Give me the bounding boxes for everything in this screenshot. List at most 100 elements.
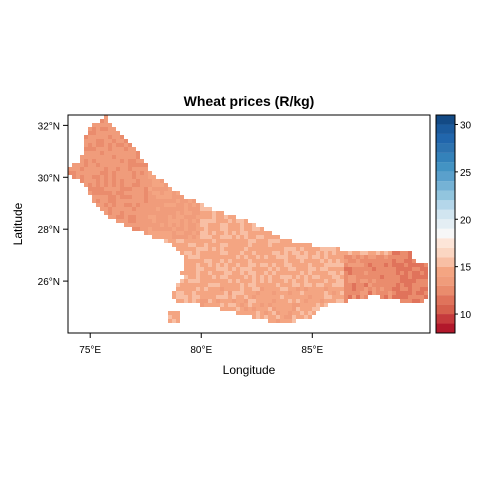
raster-cell	[188, 299, 192, 303]
raster-cell	[308, 315, 312, 319]
raster-cell	[416, 283, 420, 287]
raster-cell	[268, 315, 272, 319]
raster-cell	[160, 191, 164, 195]
raster-cell	[256, 295, 260, 299]
raster-cell	[124, 147, 128, 151]
legend-swatch	[436, 276, 455, 286]
raster-cell	[328, 275, 332, 279]
raster-cell	[168, 199, 172, 203]
raster-cell	[228, 251, 232, 255]
raster-cell	[176, 219, 180, 223]
raster-cell	[104, 203, 108, 207]
raster-cell	[312, 251, 316, 255]
raster-cell	[112, 179, 116, 183]
raster-cell	[232, 239, 236, 243]
raster-cell	[408, 263, 412, 267]
raster-cell	[368, 279, 372, 283]
raster-cell	[272, 291, 276, 295]
raster-cell	[284, 295, 288, 299]
raster-cell	[252, 279, 256, 283]
raster-cell	[244, 299, 248, 303]
raster-cell	[264, 231, 268, 235]
raster-cell	[304, 299, 308, 303]
raster-cell	[404, 271, 408, 275]
raster-cell	[244, 311, 248, 315]
raster-cell	[104, 139, 108, 143]
raster-cell	[180, 271, 184, 275]
raster-cell	[296, 243, 300, 247]
raster-cell	[144, 191, 148, 195]
raster-cell	[264, 271, 268, 275]
raster-cell	[272, 303, 276, 307]
raster-cell	[212, 219, 216, 223]
raster-cell	[292, 303, 296, 307]
raster-cell	[296, 307, 300, 311]
raster-cell	[288, 247, 292, 251]
raster-cell	[320, 247, 324, 251]
raster-cell	[196, 215, 200, 219]
raster-cell	[224, 303, 228, 307]
raster-cell	[240, 291, 244, 295]
raster-cell	[128, 143, 132, 147]
raster-cell	[124, 219, 128, 223]
raster-cell	[220, 243, 224, 247]
raster-cell	[372, 275, 376, 279]
raster-cell	[360, 295, 364, 299]
raster-cell	[248, 267, 252, 271]
raster-cell	[92, 163, 96, 167]
raster-cell	[340, 291, 344, 295]
raster-cell	[92, 167, 96, 171]
raster-cell	[252, 235, 256, 239]
raster-cell	[136, 171, 140, 175]
raster-cell	[192, 203, 196, 207]
raster-cell	[300, 287, 304, 291]
raster-cell	[252, 295, 256, 299]
raster-cell	[208, 223, 212, 227]
raster-cell	[216, 259, 220, 263]
raster-cell	[92, 175, 96, 179]
raster-cell	[116, 179, 120, 183]
raster-cell	[392, 291, 396, 295]
raster-cell	[404, 291, 408, 295]
raster-cell	[104, 179, 108, 183]
raster-cell	[236, 311, 240, 315]
raster-cell	[280, 263, 284, 267]
raster-cell	[188, 287, 192, 291]
raster-cell	[260, 279, 264, 283]
raster-cell	[392, 263, 396, 267]
raster-cell	[280, 239, 284, 243]
raster-cell	[108, 127, 112, 131]
raster-cell	[192, 243, 196, 247]
raster-cell	[292, 255, 296, 259]
raster-cell	[340, 251, 344, 255]
raster-cell	[128, 159, 132, 163]
raster-cell	[208, 243, 212, 247]
raster-cell	[112, 191, 116, 195]
raster-cell	[376, 255, 380, 259]
raster-cell	[236, 307, 240, 311]
raster-cell	[264, 303, 268, 307]
raster-cell	[356, 251, 360, 255]
raster-cell	[384, 255, 388, 259]
raster-cell	[308, 307, 312, 311]
raster-cell	[156, 179, 160, 183]
raster-cell	[332, 263, 336, 267]
raster-cell	[280, 247, 284, 251]
raster-cell	[208, 251, 212, 255]
raster-cell	[172, 311, 176, 315]
raster-cell	[184, 211, 188, 215]
raster-cell	[268, 255, 272, 259]
raster-cell	[152, 235, 156, 239]
raster-cell	[116, 199, 120, 203]
legend-swatch	[436, 162, 455, 172]
raster-cell	[248, 271, 252, 275]
raster-cell	[92, 143, 96, 147]
raster-cell	[84, 159, 88, 163]
raster-cell	[184, 231, 188, 235]
raster-cell	[136, 151, 140, 155]
raster-cell	[420, 267, 424, 271]
raster-cell	[236, 267, 240, 271]
raster-cell	[248, 291, 252, 295]
raster-cell	[356, 275, 360, 279]
raster-cell	[320, 299, 324, 303]
